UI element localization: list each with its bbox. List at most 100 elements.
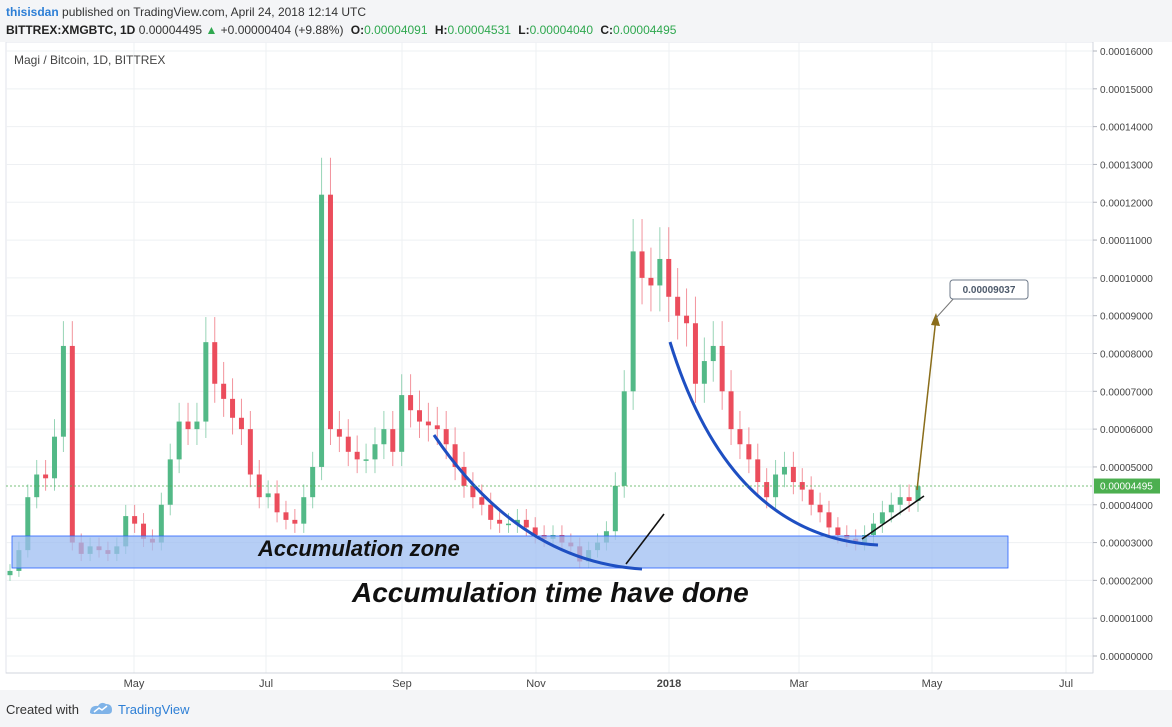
candle-body (390, 429, 396, 452)
x-tick-label: Nov (526, 678, 546, 690)
trendline-right[interactable] (861, 495, 925, 540)
candle-body (319, 194, 325, 467)
x-tick-label: 2018 (657, 678, 681, 690)
candle-body (399, 395, 405, 452)
price-chart[interactable]: 0.00009037 Accumulation zone Accumulatio… (0, 41, 1172, 690)
time-axis[interactable]: May Jul Sep Nov 2018 Mar May Jul (124, 678, 1073, 690)
candle-body (897, 497, 903, 505)
y-tick-label: 0.00012000 (1100, 198, 1153, 209)
high-value: 0.00004531 (447, 23, 511, 37)
y-tick-label: 0.00006000 (1100, 425, 1153, 436)
candle-body (701, 361, 707, 384)
candle-body (274, 493, 280, 513)
candle-body (141, 523, 147, 539)
candle-body (790, 466, 796, 483)
x-tick-label: May (922, 678, 943, 690)
y-tick-label: 0.00007000 (1100, 387, 1153, 398)
y-tick-label: 0.00004000 (1100, 501, 1153, 512)
y-tick-label: 0.00010000 (1100, 274, 1153, 285)
candle-body (416, 410, 422, 422)
candle-body (675, 296, 681, 316)
target-arrow[interactable] (916, 317, 937, 491)
candle-body (808, 489, 814, 505)
candle-body (514, 519, 520, 524)
candle-body (915, 486, 921, 501)
curve-left[interactable] (432, 434, 643, 571)
candle-body (470, 485, 476, 498)
y-tick-label: 0.00009000 (1100, 312, 1153, 323)
candle-body (764, 482, 770, 498)
candle-body (212, 342, 218, 384)
candle-body (728, 391, 734, 430)
open-value: 0.00004091 (364, 23, 428, 37)
x-tick-label: Sep (392, 678, 412, 690)
ohlc-line: BITTREX:XMGBTC, 1D 0.00004495 ▲ +0.00000… (6, 23, 676, 37)
candle-body (381, 429, 387, 445)
y-tick-label: 0.00013000 (1100, 160, 1153, 171)
candle-body (238, 417, 244, 430)
trendline-left[interactable] (625, 513, 665, 565)
candle-body (497, 519, 503, 524)
price-axis[interactable]: 0.00016000 0.00015000 0.00014000 0.00013000… (1093, 47, 1153, 663)
y-tick-label: 0.00005000 (1100, 463, 1153, 474)
candle-body (327, 194, 333, 430)
candle-body (710, 345, 716, 362)
y-tick-label: 0.00003000 (1100, 539, 1153, 550)
high-label: H: (434, 23, 448, 37)
candle-body (666, 258, 672, 297)
chart-header: thisisdan published on TradingView.com, … (0, 0, 1172, 42)
candle-body (185, 421, 191, 430)
up-arrow-icon: ▲ (205, 23, 218, 37)
author-name[interactable]: thisisdan (6, 5, 59, 19)
tradingview-logo-icon (90, 702, 112, 714)
candle-body (34, 474, 40, 498)
x-tick-label: Mar (790, 678, 809, 690)
open-label: O: (350, 23, 365, 37)
candle-body (52, 436, 58, 479)
curve-right[interactable] (668, 341, 879, 547)
candle-body (176, 421, 182, 460)
x-tick-label: May (124, 678, 145, 690)
candle-body (755, 459, 761, 483)
candle-body (906, 497, 912, 501)
candle-body (408, 395, 414, 411)
candle-body (158, 504, 164, 543)
candle-body (310, 466, 316, 498)
y-tick-label: 0.00002000 (1100, 576, 1153, 587)
y-tick-label: 0.00014000 (1100, 123, 1153, 134)
candle-body (817, 504, 823, 513)
candle-body (488, 504, 494, 520)
candle-body (648, 277, 654, 286)
candle-body (336, 429, 342, 437)
y-tick-label: 0.00008000 (1100, 350, 1153, 361)
candle-body (657, 258, 663, 286)
chart-area[interactable]: 0.00009037 Accumulation zone Accumulatio… (0, 41, 1172, 690)
candle-body (737, 429, 743, 445)
tradingview-link[interactable]: TradingView (118, 702, 190, 717)
candle-body (684, 315, 690, 324)
candle-body (345, 436, 351, 452)
candle-body (372, 444, 378, 460)
callout-pointer (935, 296, 956, 319)
arrowhead-icon (931, 313, 940, 326)
candle-body (630, 251, 636, 392)
price-change: +0.00000404 (+9.88%) (220, 23, 344, 37)
accumulation-zone[interactable] (11, 535, 1009, 569)
candle-body (479, 497, 485, 505)
candle-body (247, 429, 253, 475)
candle-body (194, 421, 200, 430)
target-callout[interactable] (949, 279, 1029, 300)
candle-body (523, 519, 529, 528)
candle-body (781, 466, 787, 475)
y-tick-label: 0.00001000 (1100, 614, 1153, 625)
symbol-label: BITTREX:XMGBTC, 1D (6, 23, 136, 37)
candle-body (692, 323, 698, 384)
accumulation-zone-label: Accumulation zone (257, 536, 460, 561)
last-price-badge (1094, 478, 1160, 494)
candle-body (621, 391, 627, 486)
close-label: C: (600, 23, 614, 37)
candle-body (363, 459, 369, 461)
target-price-label: 0.00009037 (963, 285, 1016, 296)
candle-body (301, 497, 307, 524)
candle-body (167, 459, 173, 505)
